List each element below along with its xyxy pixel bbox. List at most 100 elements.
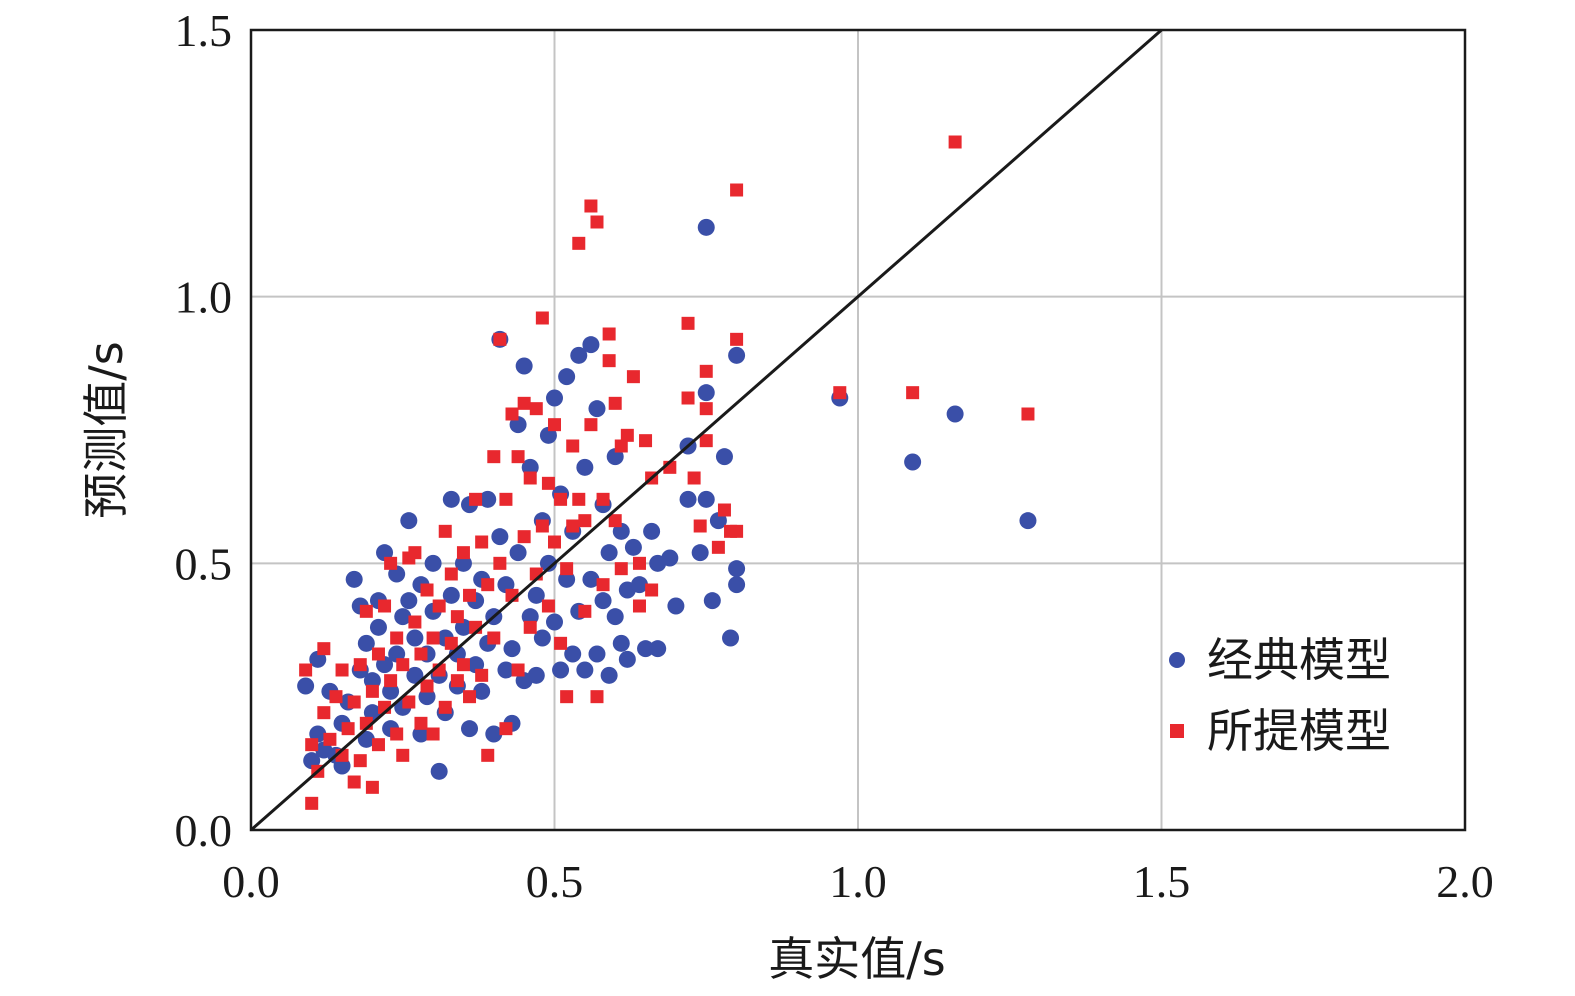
classic-model-point	[527, 586, 545, 604]
proposed-model-point	[632, 599, 646, 613]
proposed-model-point	[511, 450, 525, 464]
classic-model-point	[533, 629, 551, 647]
proposed-model-point	[396, 748, 410, 762]
proposed-model-point	[833, 386, 847, 400]
classic-model-point	[904, 453, 922, 471]
proposed-model-point	[541, 476, 555, 490]
proposed-model-point	[347, 775, 361, 789]
proposed-model-point	[693, 519, 707, 533]
proposed-model-point	[426, 631, 440, 645]
classic-model-point	[369, 618, 387, 636]
proposed-model-point	[475, 668, 489, 682]
proposed-model-point	[371, 647, 385, 661]
proposed-model-point	[596, 492, 610, 506]
classic-model-point	[546, 389, 563, 407]
proposed-model-point	[347, 695, 361, 709]
x-tick-label: 0.5	[526, 856, 584, 907]
classic-model-point	[661, 549, 679, 567]
classic-model-point	[649, 640, 667, 658]
proposed-model-point	[699, 434, 713, 448]
classic-model-point	[515, 357, 533, 375]
classic-model-point	[691, 544, 709, 562]
proposed-model-point	[717, 503, 731, 517]
proposed-model-point	[359, 604, 373, 618]
proposed-model-point	[548, 418, 561, 432]
proposed-model-point	[444, 636, 458, 650]
proposed-model-point	[396, 658, 410, 672]
proposed-model-point	[681, 316, 695, 330]
classic-model-point	[612, 634, 630, 652]
proposed-model-point	[450, 674, 464, 688]
classic-model-point	[588, 400, 606, 418]
classic-model-point	[479, 490, 497, 508]
proposed-model-point	[730, 524, 744, 538]
proposed-model-point	[341, 722, 355, 736]
classic-model-point	[539, 554, 557, 572]
proposed-model-point	[560, 562, 574, 576]
classic-model-point	[345, 570, 363, 588]
proposed-model-point	[317, 642, 331, 656]
proposed-model-point	[614, 439, 628, 453]
proposed-model-point	[353, 754, 367, 768]
proposed-model-point	[499, 722, 513, 736]
classic-model-point	[582, 570, 600, 588]
classic-model-point	[600, 544, 618, 562]
tick-labels: 0.0 0.5 1.0 1.5 2.0 0.0 0.5 1.0 1.5	[175, 5, 1494, 907]
classic-model-point	[594, 592, 612, 610]
proposed-model-point	[499, 492, 513, 506]
proposed-model-point	[438, 700, 452, 714]
classic-model-point	[461, 720, 479, 738]
proposed-model-point	[584, 199, 598, 213]
classic-model-point	[697, 384, 715, 402]
classic-model-point	[424, 554, 442, 572]
classic-model-point	[357, 730, 375, 748]
proposed-model-point	[390, 727, 404, 741]
legend-label-classic: 经典模型	[1207, 633, 1391, 687]
classic-model-point	[715, 448, 733, 466]
legend-label-proposed: 所提模型	[1207, 704, 1391, 758]
proposed-model-point	[365, 780, 379, 794]
proposed-model-point	[548, 535, 561, 549]
proposed-model-point	[608, 514, 622, 528]
y-tick-label: 1.5	[175, 5, 233, 56]
y-tick-label: 0.5	[175, 538, 233, 589]
classic-model-point	[728, 560, 746, 578]
proposed-model-point	[730, 332, 744, 346]
proposed-model-point	[511, 663, 525, 677]
proposed-model-point	[523, 620, 537, 634]
classic-model-point	[558, 368, 576, 386]
proposed-model-point	[529, 402, 543, 416]
x-tick-label: 0.0	[222, 856, 280, 907]
classic-model-point	[400, 592, 418, 610]
classic-model-point	[618, 650, 636, 668]
classic-model-point	[946, 405, 964, 423]
proposed-model-point	[578, 514, 592, 528]
classic-model-point	[679, 490, 697, 508]
legend: 经典模型 所提模型	[1169, 633, 1391, 758]
proposed-model-point	[584, 418, 598, 432]
classic-model-point	[703, 592, 721, 610]
proposed-model-point	[481, 748, 495, 762]
proposed-model-point	[572, 492, 586, 506]
proposed-model-point	[699, 364, 713, 378]
proposed-model-point	[906, 386, 920, 400]
classic-model-point	[394, 608, 412, 626]
proposed-model-point	[456, 658, 470, 672]
proposed-model-point	[378, 599, 392, 613]
proposed-model-point	[602, 354, 616, 368]
classic-model-point	[357, 634, 375, 652]
proposed-model-point	[590, 215, 604, 229]
proposed-model-point	[481, 578, 495, 592]
proposed-model-point	[438, 524, 452, 538]
proposed-model-point	[384, 556, 398, 570]
proposed-model-point	[572, 236, 586, 250]
proposed-model-point	[1021, 407, 1035, 421]
proposed-model-point	[614, 562, 628, 576]
proposed-model-point	[554, 492, 568, 506]
proposed-model-point	[541, 599, 555, 613]
classic-model-point	[576, 661, 594, 679]
proposed-model-point	[426, 727, 440, 741]
proposed-model-point	[305, 738, 319, 752]
proposed-model-point	[523, 471, 537, 485]
